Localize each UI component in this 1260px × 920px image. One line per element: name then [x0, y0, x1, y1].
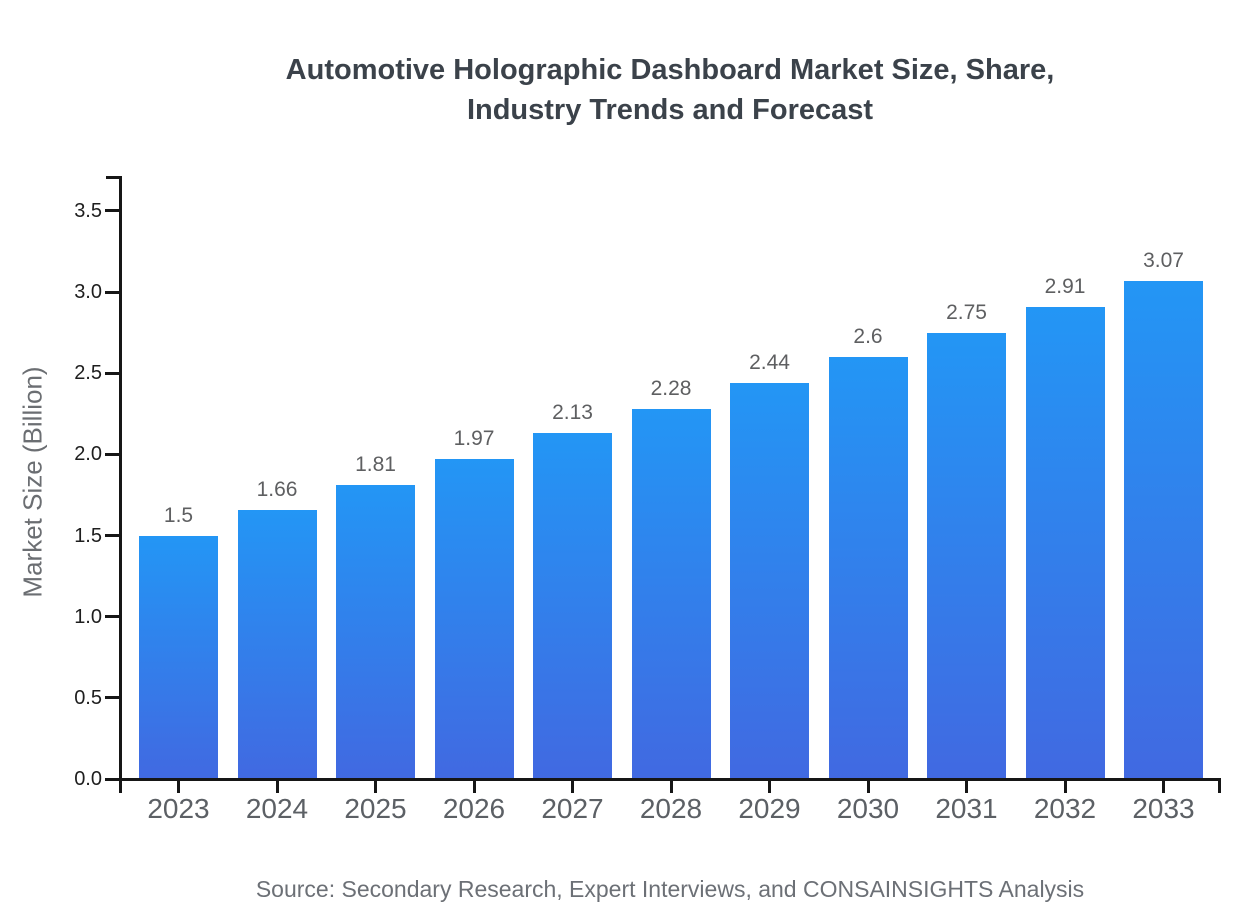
y-tick-mark	[105, 777, 120, 781]
bar	[336, 485, 415, 779]
x-tick-mark	[472, 780, 476, 793]
bar	[139, 535, 218, 779]
chart-title-line-2: Industry Trends and Forecast	[466, 94, 874, 126]
bar-value-label: 1.81	[355, 453, 396, 477]
bar	[730, 382, 809, 779]
bar-value-label: 2.75	[946, 300, 987, 324]
x-tick-label: 2027	[541, 793, 604, 824]
y-tick-mark	[105, 615, 120, 619]
bar-value-label: 2.28	[650, 376, 692, 400]
x-tick-label: 2032	[1033, 793, 1097, 824]
x-tick-mark	[768, 780, 771, 793]
bar-value-label: 2.13	[552, 401, 593, 425]
bar-value-label: 1.97	[453, 427, 495, 451]
y-tick-mark	[105, 290, 120, 294]
y-axis-top-cap	[106, 176, 120, 179]
y-tick-label: 1.5	[74, 524, 102, 547]
bar	[828, 356, 908, 779]
x-tick-label: 2029	[738, 793, 801, 824]
x-tick-label: 2030	[836, 793, 900, 824]
bar-value-label: 1.5	[163, 503, 194, 527]
x-tick-mark	[669, 780, 673, 793]
y-tick-mark	[105, 696, 120, 700]
x-tick-label: 2026	[442, 793, 506, 824]
bar	[434, 459, 514, 779]
bar	[1025, 306, 1105, 779]
bar-value-label: 2.91	[1044, 274, 1086, 298]
y-tick-mark	[105, 371, 120, 375]
bar-value-label: 2.6	[853, 324, 883, 348]
y-tick-label: 3.0	[74, 281, 102, 303]
y-axis-title: Market Size (Billion)	[17, 366, 48, 598]
bar-value-label: 1.66	[256, 477, 298, 501]
x-tick-mark	[965, 780, 968, 793]
x-tick-mark	[177, 780, 180, 793]
y-tick-mark	[105, 452, 120, 456]
x-tick-mark	[1162, 780, 1165, 793]
y-tick-label: 2.0	[74, 443, 102, 466]
y-axis-line	[118, 176, 122, 793]
bar-value-label: 3.07	[1143, 248, 1184, 272]
x-axis-line	[118, 777, 1221, 781]
x-tick-label: 2033	[1132, 793, 1195, 824]
x-tick-mark	[1063, 780, 1067, 793]
y-tick-label: 0.5	[74, 686, 102, 709]
bar	[533, 433, 612, 779]
y-tick-label: 3.5	[74, 199, 102, 222]
bar	[631, 408, 711, 779]
y-tick-mark	[105, 209, 120, 213]
chart-title: Automotive Holographic Dashboard Market …	[70, 50, 1260, 130]
bar	[1124, 280, 1203, 779]
y-tick-label: 0.0	[74, 768, 102, 790]
x-tick-label: 2024	[245, 793, 309, 824]
chart-title-line-1: Automotive Holographic Dashboard Market …	[285, 54, 1055, 86]
source-caption: Source: Secondary Research, Expert Inter…	[255, 876, 1085, 902]
bar	[237, 509, 317, 779]
bar-value-label: 2.44	[749, 350, 790, 374]
x-axis-right-cap	[1218, 779, 1221, 793]
y-tick-label: 2.5	[74, 362, 102, 385]
x-tick-label: 2023	[147, 793, 210, 824]
x-tick-mark	[571, 780, 574, 793]
x-tick-mark	[374, 780, 377, 793]
y-tick-label: 1.0	[74, 605, 102, 628]
x-tick-mark	[275, 780, 279, 793]
x-tick-label: 2025	[344, 793, 407, 824]
x-tick-mark	[866, 780, 870, 793]
x-tick-label: 2028	[639, 793, 703, 824]
y-tick-mark	[105, 534, 120, 537]
x-tick-label: 2031	[935, 793, 998, 824]
bar	[927, 332, 1006, 779]
